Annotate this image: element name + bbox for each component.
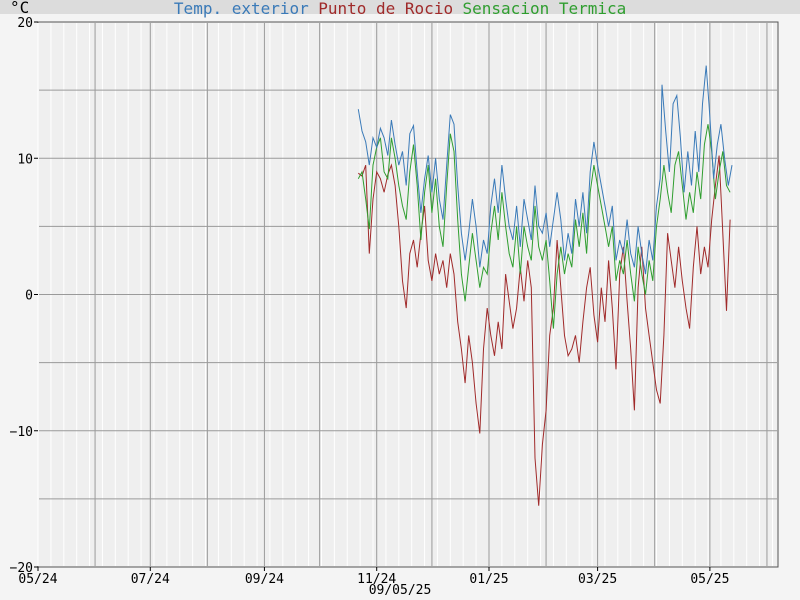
series-line-1 (357, 155, 731, 506)
legend-entry: Temp. exterior (174, 0, 309, 18)
legend: Temp. exterior Punto de Rocio Sensacion Te… (174, 0, 626, 18)
x-tick-label: 09/24 (245, 572, 284, 587)
grid (37, 23, 777, 566)
legend-entry: Punto de Rocio (318, 0, 453, 18)
series-line-0 (357, 65, 733, 275)
legend-bar (0, 0, 800, 14)
x-tick-label: 11/24 (357, 572, 396, 587)
y-tick-label: 0 (25, 289, 33, 304)
x-tick-label: 05/24 (18, 572, 57, 587)
series-layer (357, 65, 733, 506)
x-tick-label: 05/25 (690, 572, 729, 587)
x-tick-label: 03/25 (578, 572, 617, 587)
legend-entry: Sensacion Termica (463, 0, 627, 18)
unit-label: °C (10, 0, 29, 17)
y-tick-label: 20 (17, 16, 33, 31)
y-tick-label: −20 (10, 561, 33, 576)
x-tick-label: 01/25 (469, 572, 508, 587)
y-axis: 20 10 0 −10 −20 (10, 16, 38, 576)
footer-date: 09/05/25 (369, 583, 432, 598)
y-tick-label: −10 (10, 425, 33, 440)
x-axis: 05/24 07/24 09/24 11/24 01/25 03/25 05/25 (18, 567, 729, 587)
series-line-2 (357, 124, 731, 329)
x-tick-label: 07/24 (131, 572, 170, 587)
y-tick-label: 10 (17, 152, 33, 167)
